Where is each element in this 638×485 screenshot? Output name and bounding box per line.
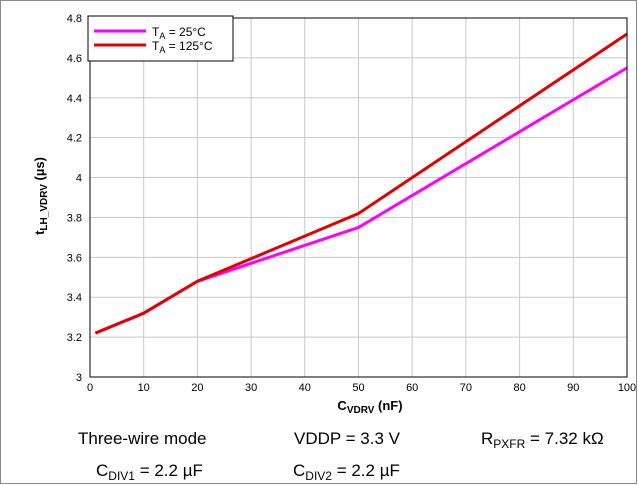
condition-vddp: VDDP = 3.3 V (294, 429, 400, 448)
x-tick-label: 0 (87, 382, 93, 394)
legend-box (87, 15, 234, 62)
series-lines (94, 32, 628, 335)
legend-label-25c: TA = 25°C (152, 25, 206, 41)
y-tick-label: 4.2 (67, 133, 82, 145)
tick-labels: 0 10 20 30 40 50 60 70 80 90 100 3 3.2 3.4 3.6 3.8 4 4.2 4… (67, 13, 636, 394)
y-tick-label: 4.8 (67, 13, 82, 25)
y-tick-label: 4 (76, 173, 82, 185)
y-tick-label: 3.8 (67, 212, 82, 224)
y-tick-label: 3.6 (67, 252, 82, 264)
grid (90, 18, 627, 377)
x-tick-label: 10 (138, 382, 150, 394)
x-tick-label: 70 (460, 382, 472, 394)
x-tick-label: 50 (352, 382, 364, 394)
line-chart: 0 10 20 30 40 50 60 70 80 90 100 3 3.2 3.4 3.6 3.8 4 4.2 4… (32, 13, 636, 416)
x-tick-label: 40 (299, 382, 311, 394)
x-axis-label: CVDRV (nF) (337, 398, 402, 416)
x-tick-label: 80 (513, 382, 525, 394)
condition-rpxfr: RPXFR = 7.32 kΩ (481, 429, 604, 451)
condition-cdiv2: CDIV2 = 2.2 µF (293, 461, 400, 483)
plot-border (89, 17, 628, 378)
x-tick-label: 100 (618, 382, 636, 394)
x-tick-label: 60 (406, 382, 418, 394)
y-tick-label: 4.4 (67, 93, 82, 105)
y-tick-label: 3.2 (67, 332, 82, 344)
x-tick-label: 20 (191, 382, 203, 394)
x-tick-label: 90 (567, 382, 579, 394)
condition-cdiv1: CDIV1 = 2.2 µF (96, 461, 203, 483)
legend: TA = 25°C TA = 125°C (87, 15, 234, 62)
x-tick-label: 30 (245, 382, 257, 394)
y-tick-label: 4.6 (67, 53, 82, 65)
y-tick-label: 3.4 (67, 292, 82, 304)
y-axis-label: tLH_VDRV (µs) (32, 157, 50, 235)
series-line-1 (94, 32, 628, 335)
legend-label-125c: TA = 125°C (152, 39, 213, 55)
condition-mode: Three-wire mode (78, 429, 207, 448)
y-tick-label: 3 (76, 372, 82, 384)
